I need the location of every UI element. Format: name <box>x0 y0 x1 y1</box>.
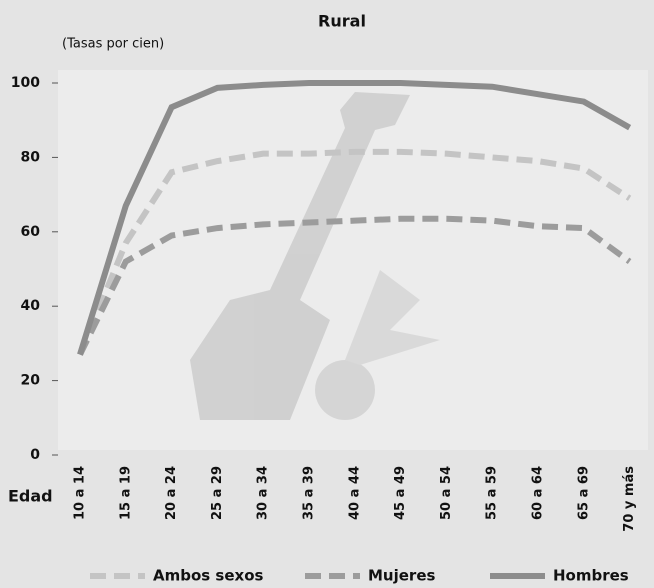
y-tick-label: 100 <box>11 75 40 91</box>
legend-item: Ambos sexos <box>90 567 264 585</box>
y-tick-label: 60 <box>21 224 41 240</box>
x-tick-label: 60 a 64 <box>531 466 546 520</box>
series-line <box>77 215 632 356</box>
y-tick-label: 20 <box>21 373 41 389</box>
legend-label: Ambos sexos <box>153 567 264 585</box>
y-axis-label: (Tasas por cien) <box>62 37 164 52</box>
chart-title: Rural <box>318 12 366 31</box>
x-tick-label: 30 a 34 <box>256 466 271 520</box>
x-tick-label: 65 a 69 <box>576 466 591 520</box>
legend-item: Hombres <box>490 567 629 585</box>
series-line <box>77 80 632 356</box>
y-tick-label: 40 <box>21 298 41 314</box>
x-tick-label: 40 a 44 <box>347 466 362 520</box>
legend-item: Mujeres <box>305 567 435 585</box>
x-tick-label: 25 a 29 <box>210 466 225 520</box>
x-tick-label: 55 a 59 <box>485 466 500 520</box>
series-line <box>77 148 632 356</box>
illustration <box>190 92 440 420</box>
y-tick-label: 0 <box>30 447 40 463</box>
legend-label: Hombres <box>553 567 629 585</box>
x-tick-label: 70 y más <box>622 466 637 532</box>
x-tick-label: 45 a 49 <box>393 466 408 520</box>
x-tick-label: 15 a 19 <box>118 466 133 520</box>
x-axis-label: Edad <box>8 487 53 506</box>
legend-label: Mujeres <box>368 567 435 585</box>
x-tick-label: 20 a 24 <box>164 466 179 520</box>
x-tick-label: 10 a 14 <box>73 466 88 520</box>
x-tick-label: 50 a 54 <box>439 466 454 520</box>
y-tick-label: 80 <box>21 149 41 165</box>
x-tick-label: 35 a 39 <box>302 466 317 520</box>
